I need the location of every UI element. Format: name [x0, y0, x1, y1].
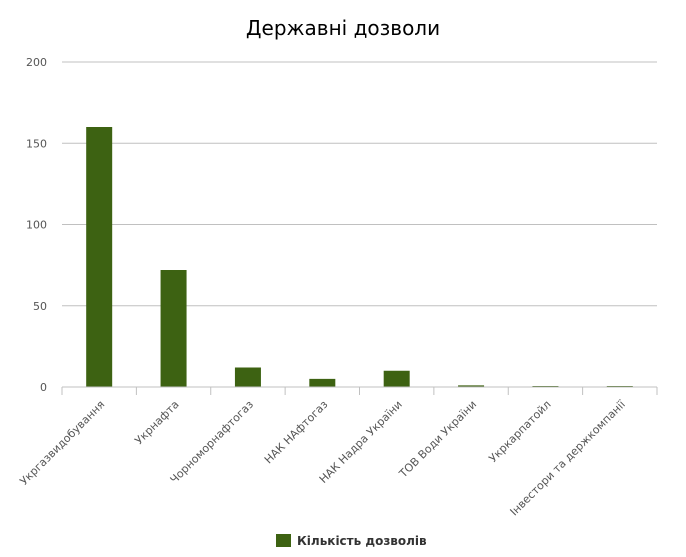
x-tick-label: Укркарпатойл: [486, 398, 553, 465]
bar[interactable]: [160, 270, 187, 387]
y-tick-label: 0: [40, 381, 47, 394]
legend-swatch[interactable]: [276, 534, 291, 547]
legend[interactable]: Кількість дозволів: [276, 534, 427, 548]
x-tick-label: ТОВ Води України: [396, 398, 479, 481]
bar[interactable]: [458, 385, 485, 387]
bar[interactable]: [383, 370, 410, 387]
x-tick-label: Чорноморнафтогаз: [168, 398, 257, 487]
x-tick-label: Укрнафта: [132, 398, 181, 447]
x-tick-label: НАК НАфтогаз: [262, 398, 331, 467]
legend-label[interactable]: Кількість дозволів: [297, 534, 427, 548]
bars: [86, 127, 633, 387]
chart-title: Державні дозволи: [246, 16, 440, 40]
y-tick-label: 100: [26, 219, 47, 232]
y-tick-label: 200: [26, 56, 47, 69]
y-tick-label: 50: [33, 300, 47, 313]
y-tick-label: 150: [26, 137, 47, 150]
bar[interactable]: [234, 367, 261, 388]
bar[interactable]: [86, 127, 113, 387]
x-tick-label: НАК Надра України: [317, 398, 405, 486]
y-axis-tick-labels: 0 50 100 150 200: [26, 56, 47, 394]
x-axis: [61, 386, 658, 395]
grid-lines: [62, 61, 657, 307]
x-axis-tick-labels: Укргазвидобування УкрнафтаЧорноморнафтога…: [17, 397, 628, 518]
x-tick-label: Укргазвидобування: [17, 398, 107, 488]
bar[interactable]: [309, 378, 336, 387]
